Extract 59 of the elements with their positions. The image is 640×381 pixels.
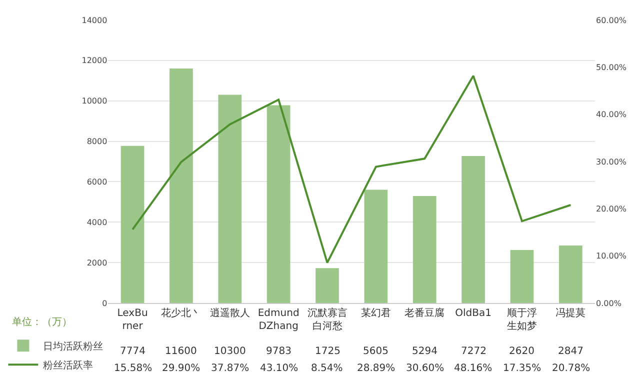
x-tick-label: 沉默寡言白河愁 <box>307 307 348 332</box>
line-series <box>132 74 572 264</box>
y2-tick-label: 0.00% <box>596 298 622 308</box>
data-label: 2847 <box>558 346 584 357</box>
data-label: 20.78% <box>552 363 590 374</box>
bar <box>266 105 290 303</box>
bar <box>462 156 485 303</box>
y2-tick-label: 10.00% <box>596 252 627 261</box>
x-tick-label: 逍遥散人 <box>210 307 250 319</box>
data-label: 15.58% <box>114 363 152 374</box>
legend-label: 粉丝活跃率 <box>43 359 94 372</box>
data-label: 9783 <box>266 346 292 357</box>
data-label: 37.87% <box>211 363 250 374</box>
y-tick-label: 6000 <box>86 178 108 187</box>
bar <box>170 68 193 303</box>
legend-label: 日均活跃粉丝 <box>43 340 104 352</box>
y-tick-label: 12000 <box>82 56 108 66</box>
data-label: 28.89% <box>357 363 396 374</box>
bar <box>120 146 144 303</box>
bar <box>558 245 582 303</box>
y-tick-label: 8000 <box>86 137 108 146</box>
text: 单位：（万） <box>12 316 72 328</box>
data-label: 2620 <box>509 346 534 357</box>
x-tick-label: EdmundDZhang <box>258 308 300 332</box>
y2-tick-label: 40.00% <box>596 110 627 120</box>
data-label: 48.16% <box>454 363 492 374</box>
data-label: 30.60% <box>406 363 444 374</box>
bar <box>364 190 388 303</box>
data-label: 11600 <box>165 346 197 357</box>
x-tick-label: OldBa1 <box>455 308 492 319</box>
data-label: 1725 <box>315 346 340 357</box>
data-label: 5605 <box>363 346 388 357</box>
x-tick-label: 顺于浮生如梦 <box>506 307 537 332</box>
y-tick-label: 0 <box>102 298 108 308</box>
y-tick-label: 14000 <box>82 16 108 25</box>
y2-tick-label: 60.00% <box>596 16 627 25</box>
y2-tick-label: 30.00% <box>596 157 627 166</box>
data-label: 8.54% <box>311 363 343 374</box>
data-label: 10300 <box>214 346 246 357</box>
bar <box>510 250 534 303</box>
data-label: 17.35% <box>503 363 542 374</box>
x-tick-label: LexBurner <box>117 308 148 332</box>
y2-tick-label: 50.00% <box>596 62 627 72</box>
y-tick-label: 10000 <box>82 96 108 106</box>
bar <box>316 268 339 303</box>
y-tick-label: 4000 <box>86 218 108 227</box>
x-tick-label: 老番豆腐 <box>404 307 445 319</box>
x-tick-label: 冯提莫 <box>556 307 586 319</box>
data-label: 43.10% <box>260 363 298 374</box>
bar <box>218 94 242 303</box>
data-label: 29.90% <box>162 363 200 374</box>
bar <box>412 196 436 303</box>
data-label: 5294 <box>412 346 438 357</box>
y-tick-label: 2000 <box>86 258 108 268</box>
data-label: 7774 <box>120 346 146 357</box>
x-tick-label: 某幻君 <box>360 307 391 319</box>
x-tick-label: 花少北丶 <box>161 307 202 319</box>
y2-tick-label: 20.00% <box>596 204 627 214</box>
data-label: 7272 <box>461 346 486 357</box>
